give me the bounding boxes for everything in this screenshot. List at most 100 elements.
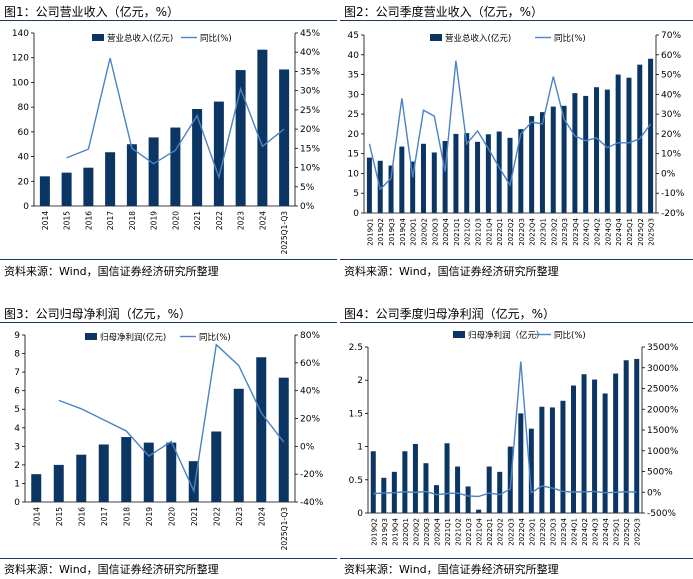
y-tick-label: 2 <box>357 376 363 386</box>
source-rule <box>340 558 693 559</box>
source-note: 资料来源：Wind，国信证券经济研究所整理 <box>344 563 559 576</box>
legend-bar-swatch <box>92 34 104 41</box>
legend-line-label: 同比(%) <box>200 33 232 44</box>
bar <box>256 357 267 502</box>
bar <box>486 466 492 513</box>
legend-line-label: 同比(%) <box>554 330 586 341</box>
source-rule <box>0 259 337 260</box>
y2-tick-label: -40% <box>300 498 324 508</box>
bar <box>279 69 290 206</box>
x-tick-label: 2025Q3 <box>634 518 642 546</box>
legend-bar-swatch <box>453 331 465 338</box>
y-tick-label: 9 <box>14 331 20 341</box>
y-tick-label: 35 <box>348 71 359 81</box>
y-tick-label: 60 <box>18 128 30 138</box>
y-tick-label: 120 <box>12 54 29 64</box>
y-tick-label: 0.5 <box>349 476 363 486</box>
panel-3: 图3：公司归母净利润（亿元，%） 0 1 2 3 4 5 6 7 8 9 -40% -20% 0% 20%… <box>0 302 337 579</box>
x-tick-label: 2024Q2 <box>594 218 602 246</box>
x-tick-label: 2020 <box>167 507 176 526</box>
x-tick-label: 2015 <box>55 507 64 526</box>
y2-tick-label: 2500% <box>647 385 679 395</box>
x-tick-label: 2021Q3 <box>465 518 473 546</box>
x-tick-label: 2022Q1 <box>496 218 504 246</box>
x-tick-label: 2020Q4 <box>442 217 450 245</box>
y-tick-label: 0 <box>357 509 363 519</box>
bar <box>549 407 555 513</box>
bar <box>634 358 640 513</box>
x-tick-label: 2025Q2 <box>637 218 645 246</box>
x-tick-label: 2023Q4 <box>560 517 568 545</box>
y2-tick-label: 20% <box>300 125 320 135</box>
y2-tick-label: 50% <box>661 71 681 81</box>
bar <box>583 95 589 213</box>
yoy-line <box>66 57 285 180</box>
y-tick-label: 2.5 <box>349 343 363 353</box>
x-tick-label: 2020 <box>171 211 180 230</box>
bar <box>453 133 459 213</box>
bar <box>399 146 405 213</box>
bar <box>465 486 471 513</box>
x-tick-label: 2025Q1-Q3 <box>280 211 289 255</box>
x-tick-label: 2018 <box>128 211 137 230</box>
bar <box>507 137 513 213</box>
bar <box>211 431 222 502</box>
y2-tick-label: 45% <box>300 29 320 39</box>
y2-tick-label: 0% <box>300 202 315 212</box>
y-tick-label: 0 <box>14 498 20 508</box>
x-tick-label: 2024Q2 <box>581 518 589 546</box>
x-tick-label: 2023Q3 <box>549 518 557 546</box>
y2-tick-label: 20% <box>300 415 320 425</box>
y2-tick-label: 40% <box>300 387 320 397</box>
bar <box>518 129 524 213</box>
source-rule <box>340 259 693 260</box>
x-tick-label: 2022Q2 <box>507 218 515 246</box>
bar <box>402 451 408 513</box>
x-tick-label: 2021Q1 <box>444 518 452 546</box>
y-tick-label: 45 <box>348 31 359 41</box>
y2-tick-label: 10% <box>661 150 681 160</box>
source-note: 资料来源：Wind，国信证券经济研究所整理 <box>344 265 559 278</box>
bar <box>581 374 587 513</box>
y-tick-label: 40 <box>348 51 360 61</box>
x-tick-label: 2024 <box>257 507 266 526</box>
x-tick-label: 2022Q2 <box>497 518 505 546</box>
title-rule <box>0 322 337 323</box>
bar <box>192 108 203 206</box>
chart-revenue-quarterly: 0 5 10 15 20 25 30 35 40 45 -20% -10% 0% 10% 20% 30% 40%… <box>348 31 685 246</box>
x-tick-label: 2022 <box>212 507 221 526</box>
x-tick-label: 2017 <box>100 507 109 526</box>
y2-tick-label: 35% <box>300 67 320 77</box>
x-tick-label: 2023Q4 <box>572 217 580 245</box>
bar <box>98 444 109 502</box>
bar <box>431 152 437 213</box>
bar <box>126 144 137 206</box>
title-rule <box>0 20 337 21</box>
y-tick-label: 2 <box>14 461 20 471</box>
y-tick-label: 7 <box>14 368 20 378</box>
x-tick-label: 2023Q2 <box>539 518 547 546</box>
chart-revenue-annual: 0 20 40 60 80 100 120 140 0% 5% 10% 15% 20% 25% 30% 35%… <box>12 29 321 255</box>
bar <box>388 165 394 213</box>
bar <box>648 58 654 213</box>
x-tick-label: 2019Q4 <box>391 517 399 545</box>
bar <box>550 106 556 213</box>
x-tick-label: 2014 <box>32 507 41 526</box>
x-tick-label: 2021Q1 <box>453 218 461 246</box>
y2-tick-label: 0% <box>647 488 662 498</box>
chart-title: 图3：公司归母净利润（亿元，%） <box>4 307 192 321</box>
title-rule <box>340 322 693 323</box>
bar <box>455 466 461 513</box>
x-tick-label: 2020Q2 <box>420 218 428 246</box>
x-tick-label: 2024Q4 <box>602 517 610 545</box>
yoy-line <box>368 60 652 191</box>
legend-bar-swatch <box>430 34 442 41</box>
y-tick-label: 3 <box>14 442 20 452</box>
bar <box>278 377 289 502</box>
legend-bar-swatch <box>85 333 97 340</box>
bar <box>464 133 470 213</box>
x-tick-label: 2024Q4 <box>615 217 623 245</box>
bar <box>166 442 177 502</box>
bar <box>594 87 600 213</box>
y-tick-label: 140 <box>12 29 29 39</box>
